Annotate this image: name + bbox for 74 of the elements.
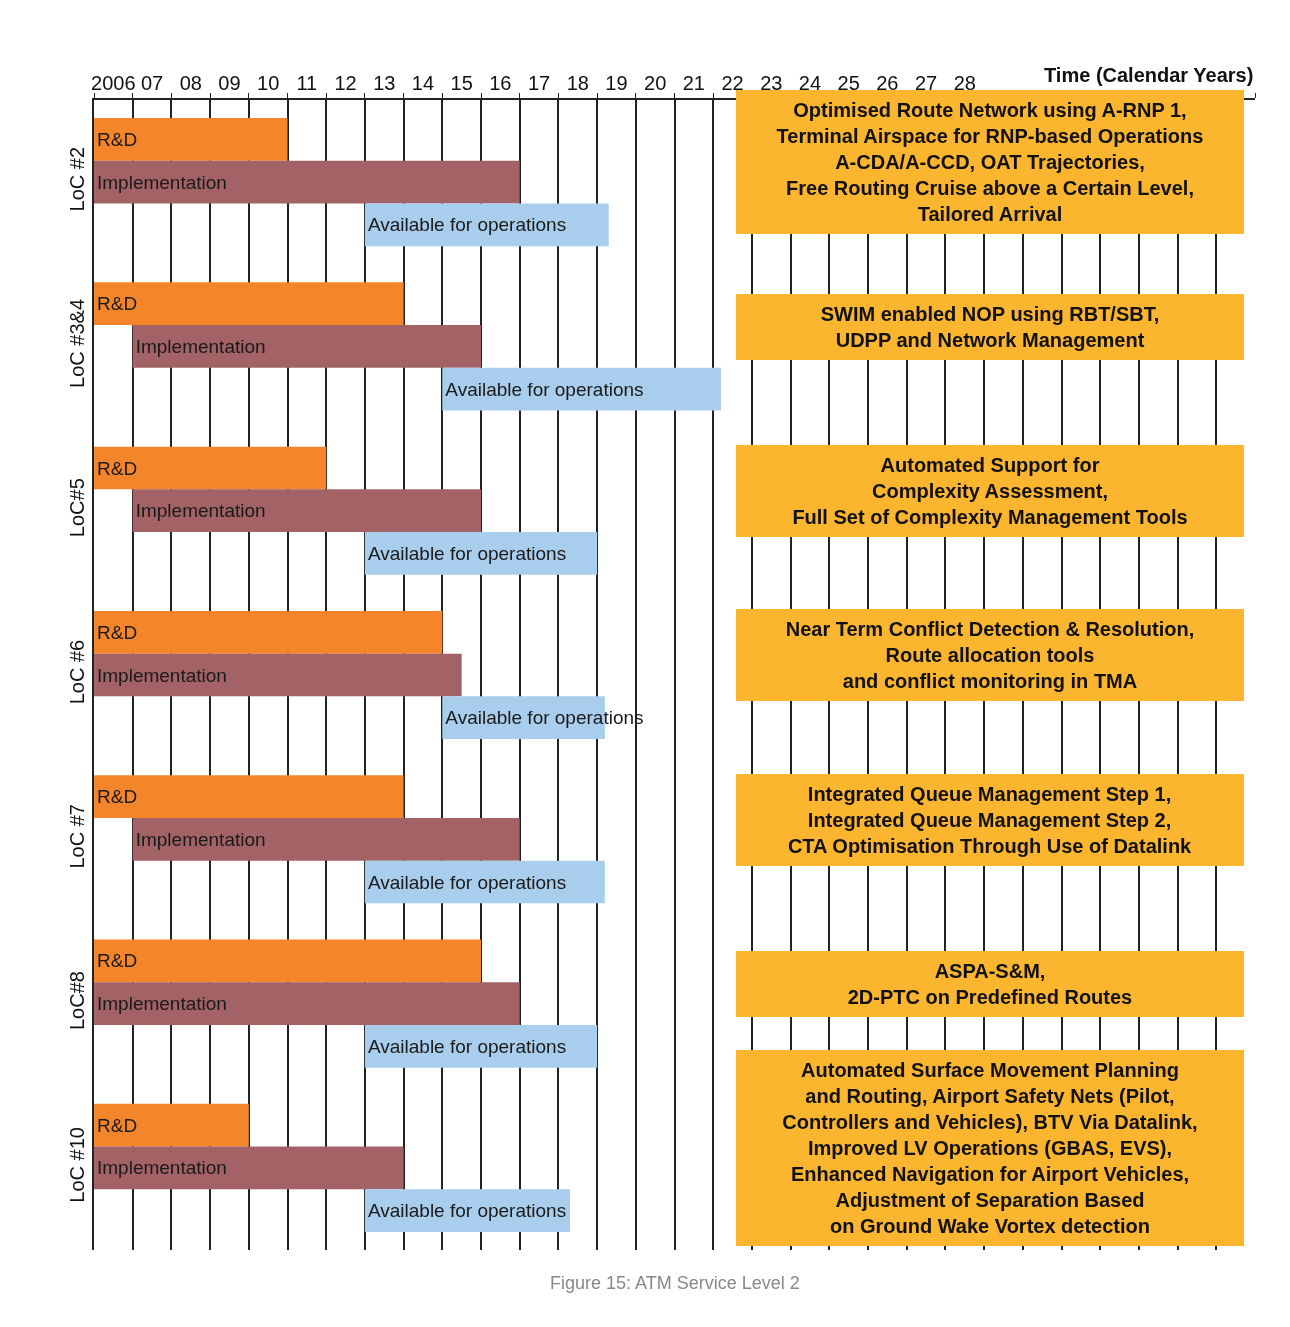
bar (94, 939, 481, 983)
text: R&D (97, 950, 138, 972)
x-tick-label: 24 (798, 72, 822, 94)
series-label: R&D (97, 128, 138, 150)
x-tick-label: 19 (605, 72, 628, 94)
text: R&D (97, 621, 138, 643)
x-tick-label: 26 (876, 72, 899, 94)
text: Implementation (135, 828, 266, 850)
text: Implementation (135, 335, 266, 357)
text: R&D (97, 786, 138, 808)
text: Available for operations (445, 378, 644, 400)
x-tick-label: 22 (721, 72, 744, 94)
bar (94, 1103, 249, 1147)
annotation: Integrated Queue Management Step 1, Integrated Queue Management Step 2, CTA Optimisation Through Use of Datalink (787, 783, 1193, 857)
x-tick-label: 21 (682, 72, 705, 94)
bar (132, 489, 481, 533)
y-tick-label: LoC #10 (66, 1127, 88, 1203)
x-tick-label: 07 (140, 72, 164, 94)
x-tick-label: 23 (760, 72, 783, 94)
bar (94, 610, 443, 654)
bar (132, 325, 481, 368)
y-tick-label: LoC#8 (66, 971, 88, 1031)
text: Implementation (97, 664, 227, 686)
bar (94, 282, 404, 326)
text: Available for operations (367, 542, 567, 564)
x-tick-label: 15 (450, 72, 473, 94)
annotation: Optimised Route Network using A-RNP 1, Terminal Airspace for RNP-based Operations A-CDA/A-CCD, OAT Trajectories, Free Routing Cruise above a Certain Level, Tailored Arrival (776, 99, 1204, 225)
x-tick-label: 28 (953, 72, 976, 94)
bar (94, 775, 404, 818)
text: Implementation (135, 500, 266, 522)
series-label: Implementation (97, 171, 227, 193)
series-label: Available for operations (367, 214, 567, 236)
y-tick-label: LoC #6 (66, 639, 88, 705)
text: Available for operations (367, 871, 567, 893)
x-tick-label: 25 (837, 72, 860, 94)
x-tick-label: 16 (489, 72, 512, 94)
x-tick-label: 18 (566, 72, 589, 94)
bar (442, 367, 721, 411)
bar (94, 118, 288, 161)
text: R&D (97, 1114, 138, 1136)
y-tick-label: LoC #2 (66, 146, 88, 212)
text: R&D (97, 293, 138, 315)
bar (94, 1146, 404, 1190)
bar (94, 653, 462, 697)
x-tick-label: 14 (411, 72, 435, 94)
x-tick-label: 10 (257, 72, 280, 94)
bar (132, 817, 520, 861)
caption: Figure 15: ATM Service Level 2 (550, 1273, 800, 1293)
bar (94, 982, 520, 1025)
annotation: ASPA-S&M, 2D-PTC on Predefined Routes (847, 960, 1133, 1008)
x-tick-label: 2006 (91, 72, 136, 94)
y-tick-label: LoC #7 (66, 804, 88, 869)
x-tick-label: 17 (527, 72, 551, 94)
annotation: SWIM enabled NOP using RBT/SBT, UDPP and Network Management (820, 303, 1160, 351)
x-axis-title: Time (Calendar Years) (1044, 64, 1254, 86)
annotation: Automated Surface Movement Planning and Routing, Airport Safety Nets (Pilot, Controllers and Vehicles), BTV Via Datalink, Improved LV Operations (GBAS, EVS), Enhanced Navigation for Airport Vehicles, Adjustment of Separation Based on Ground Wake Vortex detection (782, 1059, 1198, 1237)
y-tick-label: LoC#5 (66, 478, 88, 538)
y-tick-label: LoC #3&4 (66, 298, 88, 388)
annotation: Near Term Conflict Detection & Resolution, Route allocation tools and conflict monitoring in TMA (785, 618, 1195, 692)
bar (94, 160, 520, 204)
text: Available for operations (367, 1035, 567, 1057)
text: R&D (97, 457, 138, 479)
x-tick-label: 27 (914, 72, 938, 94)
x-tick-label: 12 (334, 72, 357, 94)
x-tick-label: 08 (179, 72, 202, 94)
x-tick-label: 09 (218, 72, 241, 94)
bar (94, 446, 327, 490)
annotation: Automated Support for Complexity Assessment, Full Set of Complexity Management Tools (792, 454, 1188, 528)
x-tick-label: 11 (296, 72, 318, 94)
x-tick-label: 20 (644, 72, 667, 94)
text: Available for operations (367, 1200, 567, 1222)
text: Implementation (97, 993, 227, 1015)
x-tick-label: 13 (373, 72, 396, 94)
text: Implementation (97, 1157, 227, 1179)
